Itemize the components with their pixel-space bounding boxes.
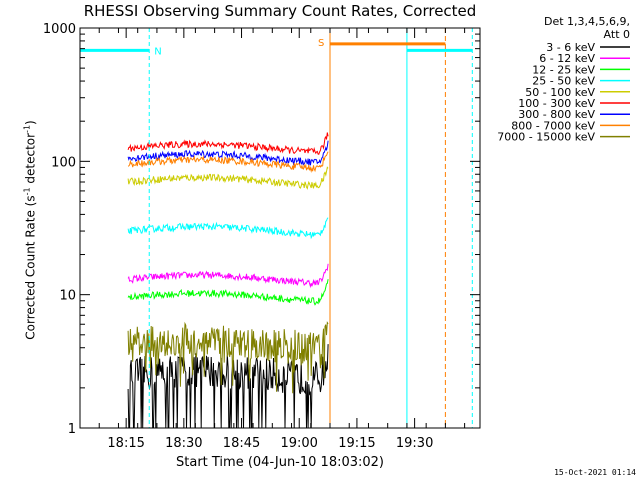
x-tick-label-0: 18:15 — [107, 436, 144, 451]
x-tick-label-1: 18:30 — [165, 436, 202, 451]
x-axis-label: Start Time (04-Jun-10 18:03:02) — [176, 455, 384, 470]
legend-label-5: 100 - 300 keV — [518, 97, 595, 110]
legend-label-4: 50 - 100 keV — [525, 86, 595, 99]
legend-label-7: 800 - 7000 keV — [511, 119, 595, 132]
timestamp: 15-Oct-2021 01:14 — [554, 468, 636, 477]
y-tick-label-2: 100 — [51, 155, 76, 170]
annotation-saa-label: S — [318, 38, 324, 49]
legend-header-line1: Det 1,3,4,5,6,9, — [543, 15, 630, 28]
legend-label-2: 12 - 25 keV — [532, 63, 595, 76]
legend-label-0: 3 - 6 keV — [546, 41, 595, 54]
series-line-0 — [127, 344, 329, 429]
series-line-4 — [127, 166, 329, 190]
legend-header: Det 1,3,4,5,6,9, Att 0 — [544, 15, 630, 41]
series-line-1 — [127, 263, 329, 289]
x-tick-label-4: 19:15 — [338, 436, 375, 451]
legend-header-line2: Att 0 — [603, 28, 630, 41]
y-tick-label-1: 10 — [59, 289, 76, 304]
series-line-6 — [127, 140, 329, 166]
series-line-8 — [127, 321, 329, 394]
x-tick-label-3: 19:00 — [280, 436, 317, 451]
series-line-5 — [127, 132, 329, 155]
plot-frame — [79, 27, 481, 429]
x-tick-label-2: 18:45 — [223, 436, 260, 451]
annotation-night-label: N — [154, 46, 161, 57]
series-line-3 — [127, 217, 329, 240]
series-line-2 — [127, 279, 329, 306]
chart-title: RHESSI Observing Summary Count Rates, Co… — [83, 2, 477, 20]
x-tick-label-5: 19:30 — [396, 436, 433, 451]
legend-label-3: 25 - 50 keV — [532, 75, 595, 88]
legend-label-6: 300 - 800 keV — [518, 108, 595, 121]
series-line-7 — [127, 151, 329, 173]
legend-label-1: 6 - 12 keV — [539, 52, 595, 65]
y-tick-label-3: 1000 — [43, 22, 76, 37]
legend-label-8: 7000 - 15000 keV — [497, 131, 595, 144]
y-tick-label-0: 1 — [68, 422, 76, 437]
